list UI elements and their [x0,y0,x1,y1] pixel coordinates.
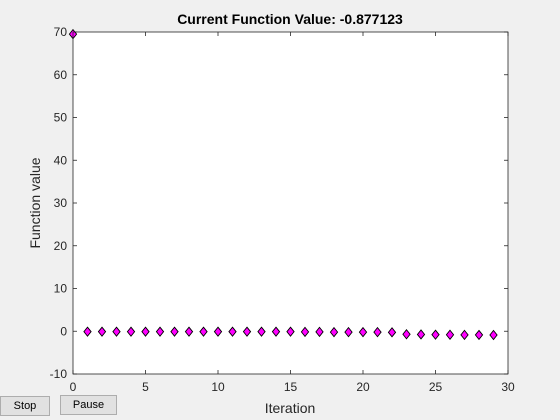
data-point [373,326,382,338]
y-tick-label: 20 [54,239,68,253]
data-point [474,329,484,341]
y-tick-label: 0 [60,324,67,338]
data-point [286,326,295,337]
data-point [257,326,266,337]
x-tick-label: 10 [211,380,225,394]
x-tick-label: 25 [429,380,443,394]
x-tick-label: 15 [284,380,298,394]
data-point [344,326,353,338]
y-tick-label: 10 [54,282,68,296]
chart-title: Current Function Value: -0.877123 [177,11,403,27]
x-tick-label: 20 [356,380,370,394]
data-point [445,329,455,340]
pause-button[interactable]: Pause [60,395,117,415]
data-point [315,326,324,338]
data-point [97,326,107,337]
y-tick-label: 60 [54,68,68,82]
data-point [141,326,150,337]
stop-button[interactable]: Stop [0,396,50,416]
y-axis-label: Function value [27,157,43,248]
data-point [300,326,310,338]
data-point [228,326,237,337]
data-point [213,326,223,337]
data-point [242,326,252,337]
data-point [387,327,397,338]
data-point [271,326,281,337]
data-point [170,326,179,337]
data-point [126,326,136,337]
data-markers [68,28,498,341]
data-point [460,329,469,341]
x-tick-label: 0 [70,380,77,394]
data-point [329,326,339,338]
y-tick-label: -10 [50,367,68,381]
x-tick-label: 30 [501,380,515,394]
axes-box [72,31,509,375]
data-point [184,326,194,337]
data-point [402,329,411,340]
data-point [489,329,498,341]
data-point [416,329,426,340]
y-tick-label: 50 [54,111,68,125]
data-point [155,326,165,337]
plot-area [73,32,508,374]
y-tick-label: 70 [54,25,68,39]
x-tick-label: 5 [142,380,149,394]
data-point [431,329,440,340]
data-point [83,326,92,337]
y-tick-label: 40 [54,153,68,167]
x-axis-label: Iteration [265,400,316,416]
data-point [112,326,121,337]
data-point [199,326,208,337]
y-tick-label: 30 [54,196,68,210]
data-point [358,326,368,338]
